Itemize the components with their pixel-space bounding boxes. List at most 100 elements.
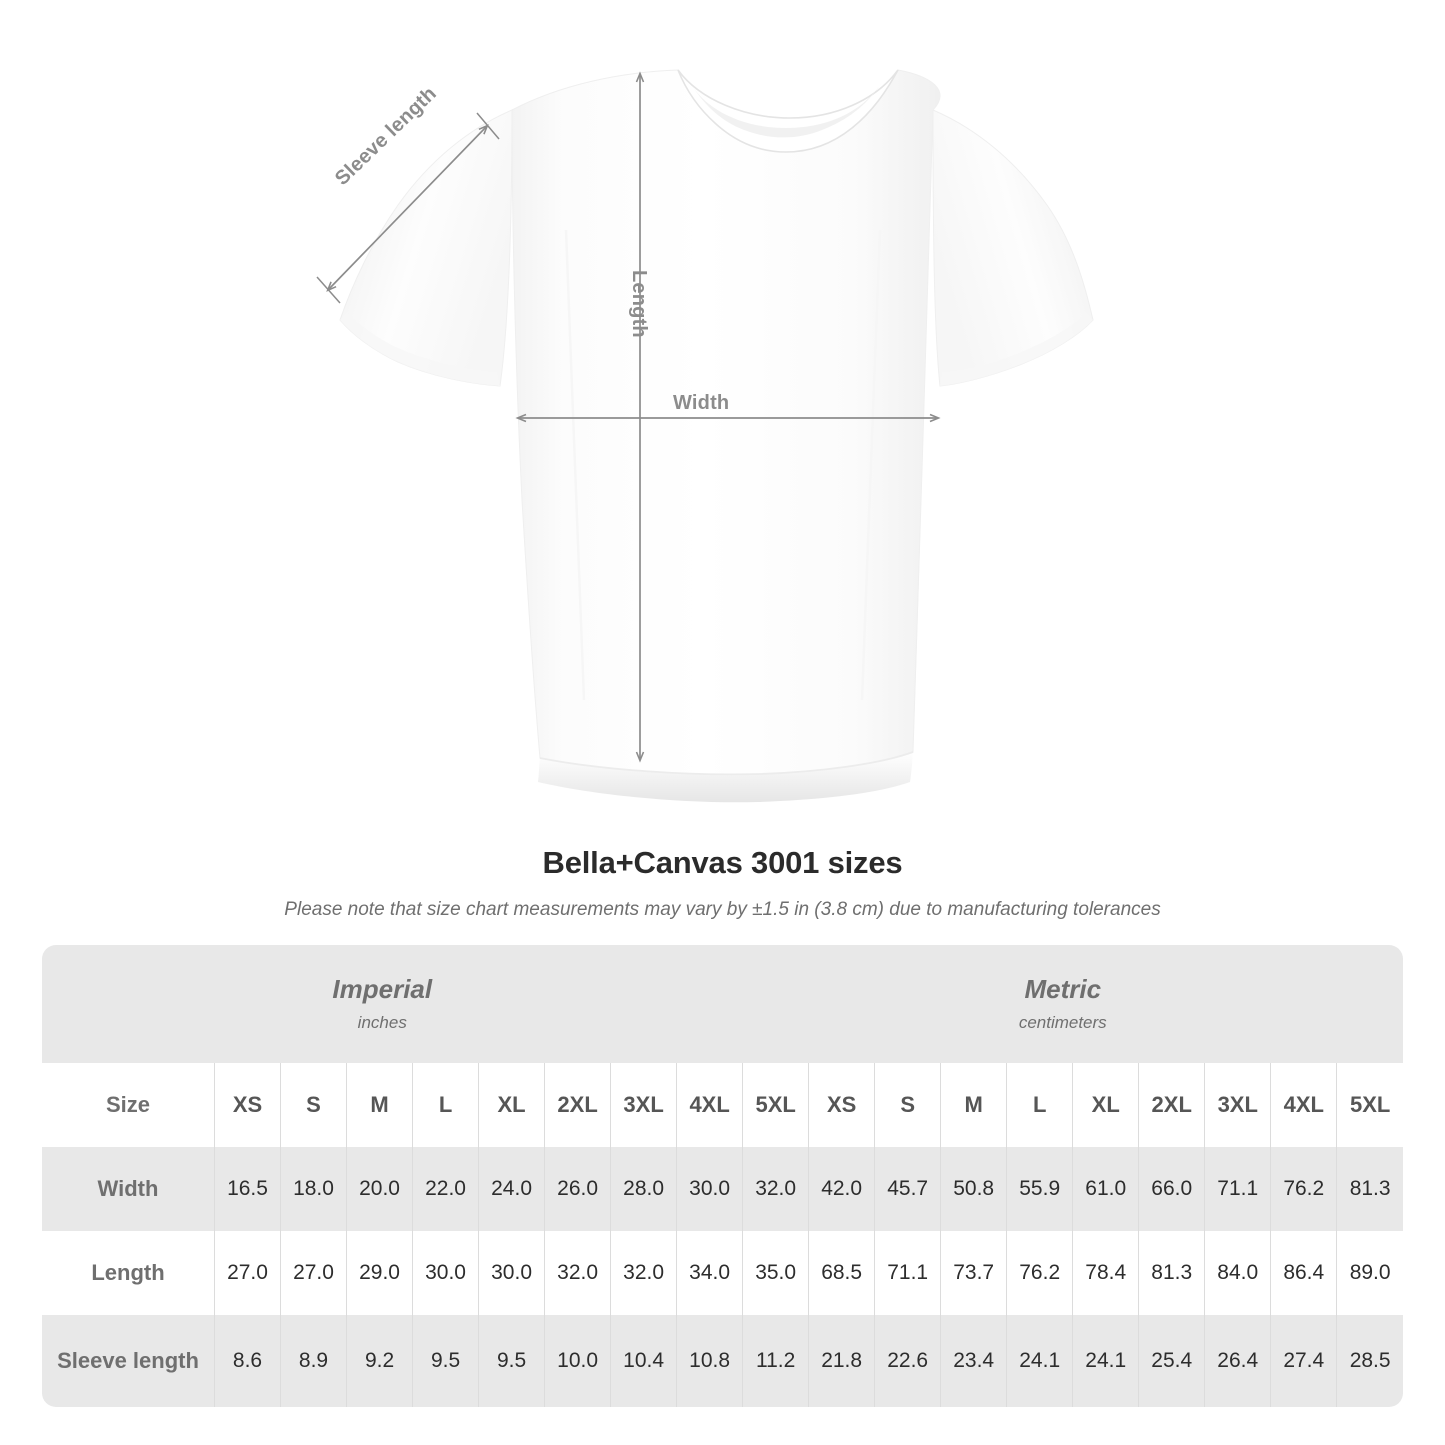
cell-length-imperial-3xl: 32.0	[610, 1231, 678, 1315]
cell-width-imperial-l: 22.0	[412, 1147, 480, 1231]
title-block: Bella+Canvas 3001 sizes Please note that…	[0, 845, 1445, 921]
cell-width-metric-m: 50.8	[940, 1147, 1008, 1231]
unit-imperial-sub: inches	[357, 1013, 407, 1033]
cell-sleeve-length-imperial-3xl: 10.4	[610, 1315, 678, 1407]
cell-width-metric-xl: 61.0	[1072, 1147, 1140, 1231]
cell-sleeve-length-imperial-xl: 9.5	[478, 1315, 546, 1407]
table-row: Width 16.5 18.0 20.0 22.0 24.0 26.0 28.0 30.0 32.…	[42, 1147, 1403, 1231]
cell-width-metric-s: 45.7	[874, 1147, 942, 1231]
column-header-imperial-2xl: 2XL	[544, 1063, 612, 1147]
cell-sleeve-length-metric-m: 23.4	[940, 1315, 1008, 1407]
sleeve-length-arrow	[326, 124, 489, 292]
column-header-imperial-xl: XL	[478, 1063, 546, 1147]
cell-length-metric-s: 71.1	[874, 1231, 942, 1315]
shirt-body	[511, 69, 941, 775]
column-header-imperial-m: M	[346, 1063, 414, 1147]
cell-length-imperial-xl: 30.0	[478, 1231, 546, 1315]
sleeve-tick-top	[476, 112, 500, 140]
cell-width-imperial-m: 20.0	[346, 1147, 414, 1231]
tshirt-diagram: Sleeve length Length Width	[316, 69, 1094, 803]
cell-sleeve-length-metric-xs: 21.8	[808, 1315, 876, 1407]
row-header-size: Size	[42, 1063, 215, 1147]
column-header-imperial-s: S	[280, 1063, 348, 1147]
column-header-metric-4xl: 4XL	[1270, 1063, 1338, 1147]
sleeve-tick-bottom	[316, 276, 341, 304]
size-chart: Imperial inches Metric centimeters Size X…	[42, 945, 1403, 1407]
table-row: Length 27.0 27.0 29.0 30.0 30.0 32.0 32.0 34.0 35…	[42, 1231, 1403, 1315]
cell-width-imperial-s: 18.0	[280, 1147, 348, 1231]
table-row: Sleeve length 8.6 8.9 9.2 9.5 9.5 10.0 10.4 10.8…	[42, 1315, 1403, 1407]
column-header-imperial-4xl: 4XL	[676, 1063, 744, 1147]
cell-sleeve-length-imperial-l: 9.5	[412, 1315, 480, 1407]
cell-width-metric-4xl: 76.2	[1270, 1147, 1338, 1231]
row-header-width: Width	[42, 1147, 215, 1231]
unit-metric: Metric centimeters	[723, 945, 1404, 1063]
unit-metric-sub: centimeters	[1018, 1013, 1107, 1033]
cell-length-metric-l: 76.2	[1006, 1231, 1074, 1315]
cell-sleeve-length-imperial-5xl: 11.2	[742, 1315, 810, 1407]
cell-sleeve-length-metric-s: 22.6	[874, 1315, 942, 1407]
cell-width-imperial-xs: 16.5	[214, 1147, 282, 1231]
cell-width-metric-5xl: 81.3	[1336, 1147, 1403, 1231]
column-header-metric-xs: XS	[808, 1063, 876, 1147]
unit-metric-name: Metric	[1024, 973, 1102, 1004]
row-header-sleeve-length: Sleeve length	[42, 1315, 215, 1407]
column-header-imperial-xs: XS	[214, 1063, 282, 1147]
cell-length-metric-4xl: 86.4	[1270, 1231, 1338, 1315]
cell-length-metric-3xl: 84.0	[1204, 1231, 1272, 1315]
cell-length-imperial-2xl: 32.0	[544, 1231, 612, 1315]
column-header-metric-2xl: 2XL	[1138, 1063, 1206, 1147]
bottom-hem	[538, 752, 913, 803]
cell-length-imperial-5xl: 35.0	[742, 1231, 810, 1315]
cell-width-imperial-4xl: 30.0	[676, 1147, 744, 1231]
width-label: Width	[673, 392, 730, 414]
cell-length-metric-m: 73.7	[940, 1231, 1008, 1315]
column-header-metric-l: L	[1006, 1063, 1074, 1147]
table-row-size-header: Size XS S M L XL 2XL 3XL 4XL 5XL XS S M L XL 2XL 3XL 4XL 5…	[42, 1063, 1403, 1147]
cell-sleeve-length-imperial-2xl: 10.0	[544, 1315, 612, 1407]
cell-length-imperial-xs: 27.0	[214, 1231, 282, 1315]
cell-length-imperial-m: 29.0	[346, 1231, 414, 1315]
cell-length-metric-xs: 68.5	[808, 1231, 876, 1315]
collar	[677, 69, 899, 153]
column-header-metric-3xl: 3XL	[1204, 1063, 1272, 1147]
fabric-crease-right	[860, 229, 882, 701]
cell-width-metric-xs: 42.0	[808, 1147, 876, 1231]
row-header-length: Length	[42, 1231, 215, 1315]
cell-length-metric-5xl: 89.0	[1336, 1231, 1403, 1315]
tshirt-illustration	[316, 69, 1094, 803]
cell-sleeve-length-imperial-m: 9.2	[346, 1315, 414, 1407]
page-title: Bella+Canvas 3001 sizes	[542, 845, 903, 880]
right-sleeve	[932, 109, 1094, 387]
cell-sleeve-length-metric-l: 24.1	[1006, 1315, 1074, 1407]
fabric-crease-left	[564, 229, 586, 701]
unit-system-band: Imperial inches Metric centimeters	[42, 945, 1403, 1063]
length-label: Length	[628, 270, 650, 338]
cell-sleeve-length-metric-5xl: 28.5	[1336, 1315, 1403, 1407]
cell-width-imperial-xl: 24.0	[478, 1147, 546, 1231]
cell-width-imperial-3xl: 28.0	[610, 1147, 678, 1231]
right-sleeve-hem	[940, 312, 1093, 386]
cell-width-imperial-5xl: 32.0	[742, 1147, 810, 1231]
column-header-metric-s: S	[874, 1063, 942, 1147]
measurements-table: Size XS S M L XL 2XL 3XL 4XL 5XL XS S M L XL 2XL 3XL 4XL 5…	[42, 1063, 1403, 1407]
cell-sleeve-length-metric-xl: 24.1	[1072, 1315, 1140, 1407]
column-header-metric-5xl: 5XL	[1336, 1063, 1403, 1147]
cell-sleeve-length-imperial-s: 8.9	[280, 1315, 348, 1407]
cell-sleeve-length-metric-4xl: 27.4	[1270, 1315, 1338, 1407]
cell-sleeve-length-imperial-xs: 8.6	[214, 1315, 282, 1407]
cell-sleeve-length-metric-3xl: 26.4	[1204, 1315, 1272, 1407]
cell-length-imperial-s: 27.0	[280, 1231, 348, 1315]
cell-width-metric-2xl: 66.0	[1138, 1147, 1206, 1231]
column-header-imperial-5xl: 5XL	[742, 1063, 810, 1147]
cell-length-metric-2xl: 81.3	[1138, 1231, 1206, 1315]
collar-inner-shadow	[690, 82, 882, 138]
column-header-imperial-l: L	[412, 1063, 480, 1147]
cell-sleeve-length-metric-2xl: 25.4	[1138, 1315, 1206, 1407]
cell-width-imperial-2xl: 26.0	[544, 1147, 612, 1231]
cell-length-imperial-4xl: 34.0	[676, 1231, 744, 1315]
cell-sleeve-length-imperial-4xl: 10.8	[676, 1315, 744, 1407]
cell-length-imperial-l: 30.0	[412, 1231, 480, 1315]
unit-imperial-name: Imperial	[332, 973, 433, 1004]
cell-width-metric-3xl: 71.1	[1204, 1147, 1272, 1231]
